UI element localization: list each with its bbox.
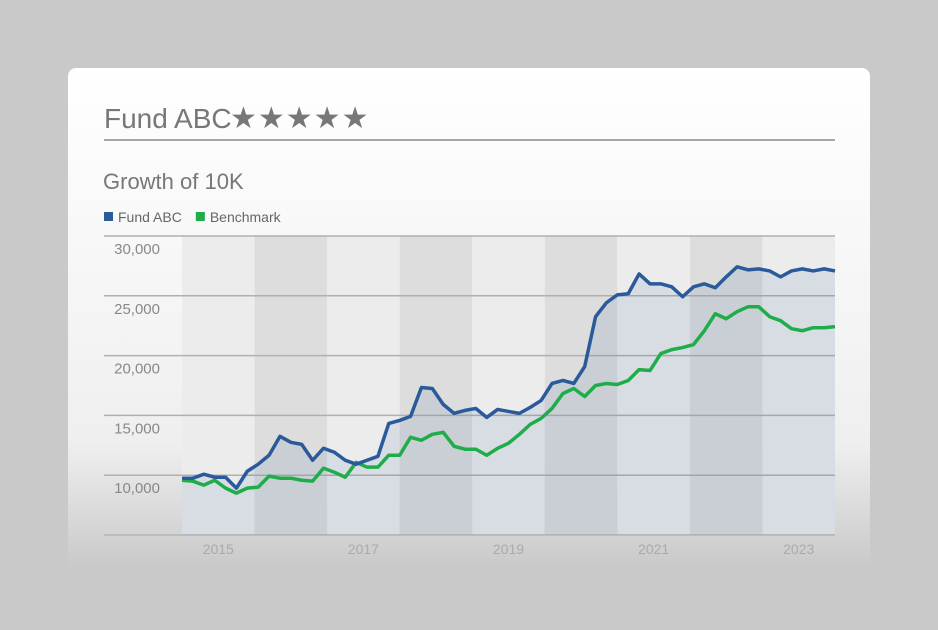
x-tick-label: 2017: [348, 541, 379, 557]
legend-swatch: [104, 212, 113, 221]
x-tick-label: 2015: [203, 541, 234, 557]
year-band: [762, 236, 835, 535]
year-band: [617, 236, 690, 535]
year-band: [327, 236, 400, 535]
star-rating: ★★★★★: [230, 102, 369, 135]
year-band: [399, 236, 473, 535]
fund-title: Fund ABC: [104, 103, 232, 134]
y-tick-label: 25,000: [114, 301, 160, 318]
legend-label: Benchmark: [210, 209, 282, 225]
year-band: [544, 236, 618, 535]
year-band: [254, 236, 328, 535]
chart-title: Growth of 10K: [103, 169, 244, 194]
y-tick-label: 15,000: [114, 420, 160, 437]
year-band: [182, 236, 255, 535]
x-tick-label: 2021: [638, 541, 669, 557]
y-tick-label: 30,000: [114, 241, 160, 258]
fund-area: [182, 266, 835, 535]
series-line: [181, 305, 836, 495]
series-line: [182, 265, 836, 490]
y-tick-label: 20,000: [114, 361, 160, 378]
x-tick-label: 2019: [493, 541, 524, 557]
legend-swatch: [195, 212, 205, 221]
year-band: [472, 236, 545, 535]
x-tick-label: 2023: [783, 541, 814, 557]
y-tick-label: 10,000: [114, 480, 160, 497]
legend-label: Fund ABC: [118, 209, 182, 225]
